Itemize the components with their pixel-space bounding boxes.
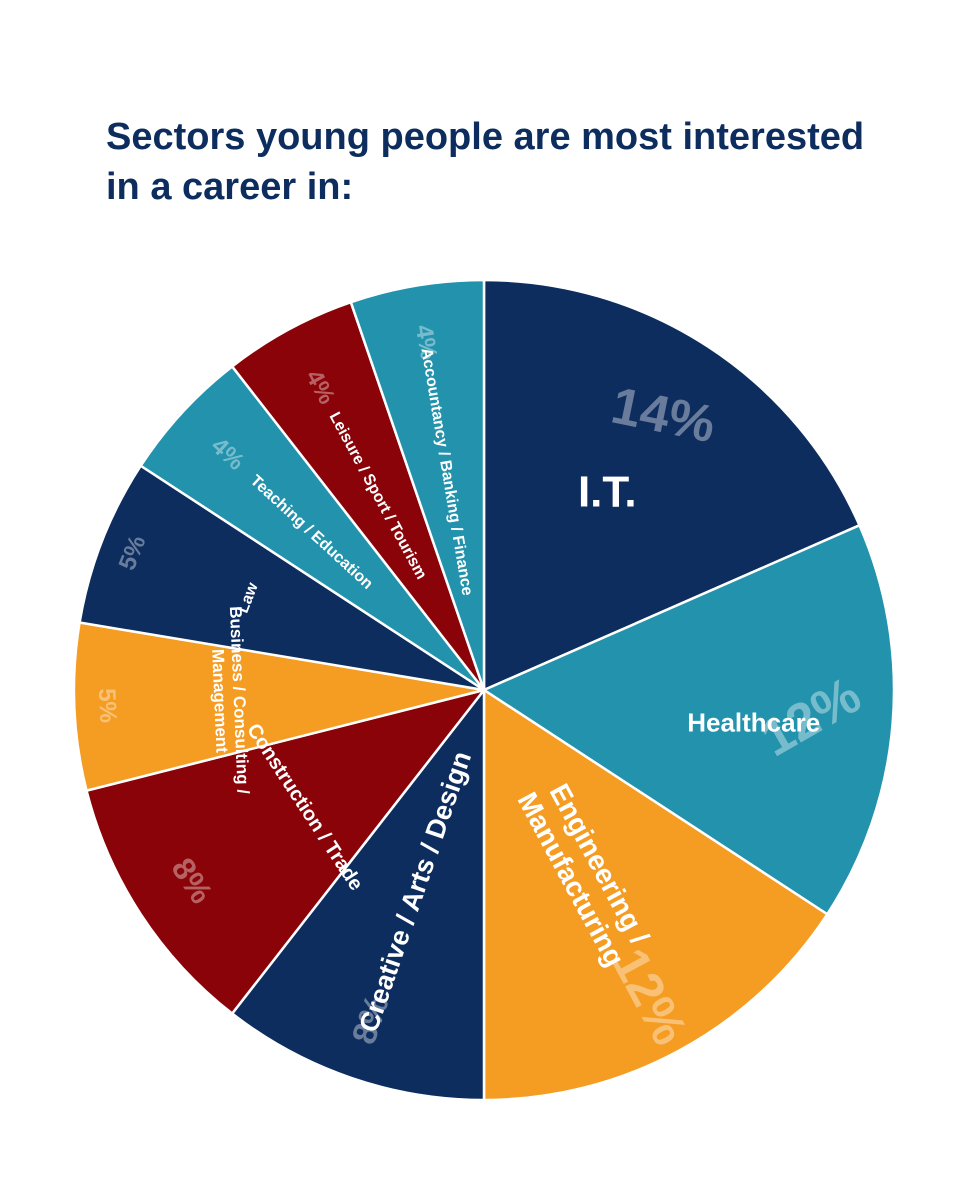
pie-slice-law xyxy=(78,464,485,692)
pie-slice-accountancy-banking-finance xyxy=(349,278,486,691)
pie-slice-leisure-sport-tourism xyxy=(230,300,486,691)
slice-value-accountancy-banking-finance: 4% xyxy=(410,323,442,362)
pie-slice-business-consulting-management xyxy=(72,621,485,793)
slice-label-healthcare: Healthcare xyxy=(687,707,820,737)
pie-slice-teaching-education xyxy=(139,364,485,692)
pie-slices xyxy=(72,278,896,1102)
slice-label-i-t: I.T. xyxy=(578,468,637,517)
slice-label-business-consulting-management: Business / Consulting /Management xyxy=(206,606,252,796)
chart-title: Sectors young people are most interested… xyxy=(106,116,865,208)
pie-slice-construction-trade xyxy=(85,687,488,1016)
pie-slice-creative-arts-design xyxy=(230,686,486,1102)
pie-slice-healthcare xyxy=(481,523,896,916)
slice-value-business-consulting-management: 5% xyxy=(93,688,121,724)
pie-slice-engineering-manufacturing xyxy=(482,687,829,1102)
pie-slice-i-t xyxy=(482,278,862,692)
